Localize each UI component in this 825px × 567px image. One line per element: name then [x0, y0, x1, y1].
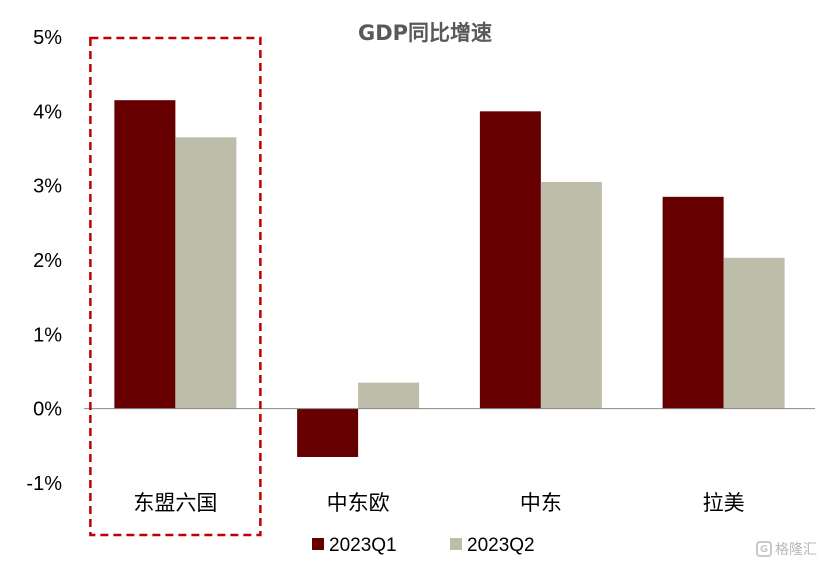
bar-2023Q1-1	[297, 408, 359, 457]
bar-2023Q2-1	[358, 382, 420, 409]
category-label: 中东欧	[327, 491, 390, 515]
legend-swatch	[450, 538, 462, 550]
y-tick-label: 0%	[33, 399, 62, 421]
highlight-box	[89, 36, 262, 537]
legend-label: 2023Q2	[467, 535, 535, 556]
category-label: 东盟六国	[133, 491, 217, 515]
y-tick-label: 2%	[33, 250, 62, 272]
legend-label: 2023Q1	[329, 535, 397, 556]
bar-2023Q2-3	[723, 257, 785, 409]
category-labels: 东盟六国 中东欧 中东 拉美	[133, 491, 744, 515]
bars	[114, 100, 785, 457]
watermark-logo-icon: G	[756, 541, 772, 557]
y-axis-ticks: -1% 0% 1% 2% 3% 4% 5%	[26, 27, 62, 495]
y-tick-label: 1%	[33, 324, 62, 346]
watermark-text: 格隆汇	[775, 542, 817, 558]
bar-2023Q1-2	[479, 111, 541, 409]
category-label: 中东	[520, 491, 562, 515]
y-tick-label: -1%	[26, 473, 62, 495]
y-tick-label: 3%	[33, 176, 62, 198]
bar-2023Q1-0	[114, 100, 176, 409]
legend: 2023Q1 2023Q2	[312, 535, 535, 556]
legend-swatch	[312, 538, 324, 550]
watermark: G 格隆汇	[756, 539, 817, 559]
bar-2023Q1-3	[662, 196, 724, 409]
bar-2023Q2-2	[540, 181, 602, 409]
chart-title: GDP同比增速	[358, 21, 492, 45]
y-tick-label: 5%	[33, 27, 62, 49]
y-tick-label: 4%	[33, 101, 62, 123]
category-label: 拉美	[703, 491, 745, 515]
bar-2023Q2-0	[175, 137, 237, 409]
